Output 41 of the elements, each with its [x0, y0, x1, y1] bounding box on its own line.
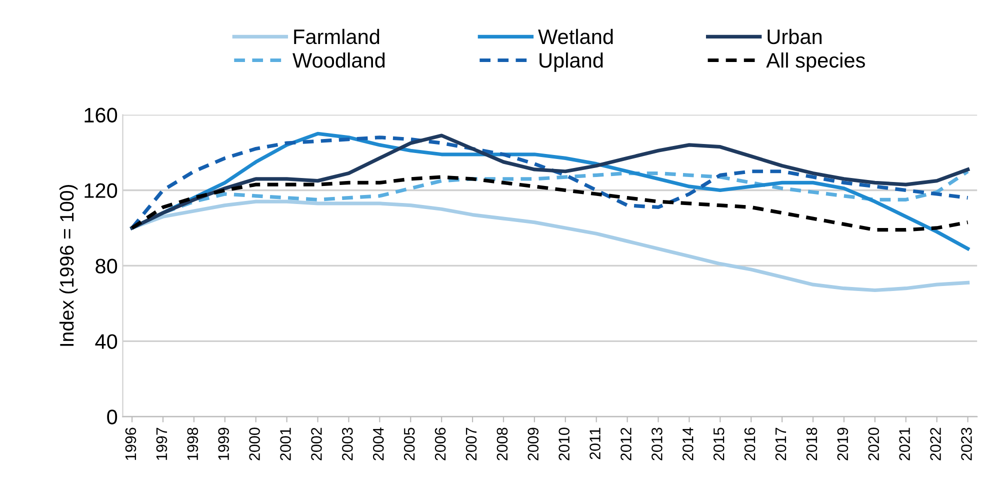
x-tick-label: 1997 [156, 428, 168, 460]
x-tick-label: 2002 [311, 428, 322, 460]
x-tick-label: 2013 [652, 428, 662, 460]
x-tick-label: 2005 [404, 428, 415, 460]
y-tick-label: 40 [95, 334, 118, 349]
y-tick-label: 160 [84, 108, 118, 123]
x-tick-label: 2001 [280, 428, 291, 460]
x-tick-label: 1998 [187, 428, 198, 460]
y-tick-label: 120 [84, 183, 118, 198]
x-tick-label: 2015 [713, 428, 724, 460]
x-tick-label: 2011 [590, 428, 600, 460]
x-tick-label: 2004 [372, 428, 384, 460]
x-tick-label: 2008 [496, 428, 508, 460]
x-tick-label: 2016 [744, 428, 756, 460]
y-tick-label: 80 [96, 258, 118, 274]
x-tick-label: 2014 [682, 428, 694, 460]
legend-label: Wetland [538, 28, 613, 44]
x-tick-label: 2000 [249, 428, 260, 460]
line-series [130, 200, 970, 292]
x-tick-label: 2017 [775, 428, 786, 460]
legend-label: Urban [768, 28, 822, 44]
y-tick-label: 0 [107, 410, 118, 424]
x-tick-label: 2010 [558, 428, 570, 460]
x-tick-label: 2022 [930, 428, 941, 460]
legend-label: Upland [540, 52, 603, 72]
x-tick-label: 2007 [466, 428, 477, 460]
x-tick-label: 2006 [434, 428, 446, 460]
x-tick-label: 1999 [218, 428, 229, 460]
y-axis-title: Index (1996 = 100) [59, 185, 78, 346]
x-tick-label: 2020 [868, 428, 880, 460]
x-tick-label: 2009 [528, 428, 539, 460]
x-tick-label: 2003 [342, 428, 353, 460]
legend-label: All species [766, 52, 865, 72]
x-tick-label: 2023 [961, 428, 972, 460]
x-tick-label: 2021 [899, 428, 910, 460]
x-tick-label: 2012 [620, 428, 632, 460]
x-tick-label: 2019 [837, 428, 848, 460]
legend-label: Woodland [292, 52, 385, 68]
legend-label: Farmland [294, 28, 380, 44]
x-tick-label: 2018 [806, 428, 818, 460]
x-tick-label: 1996 [125, 428, 136, 460]
